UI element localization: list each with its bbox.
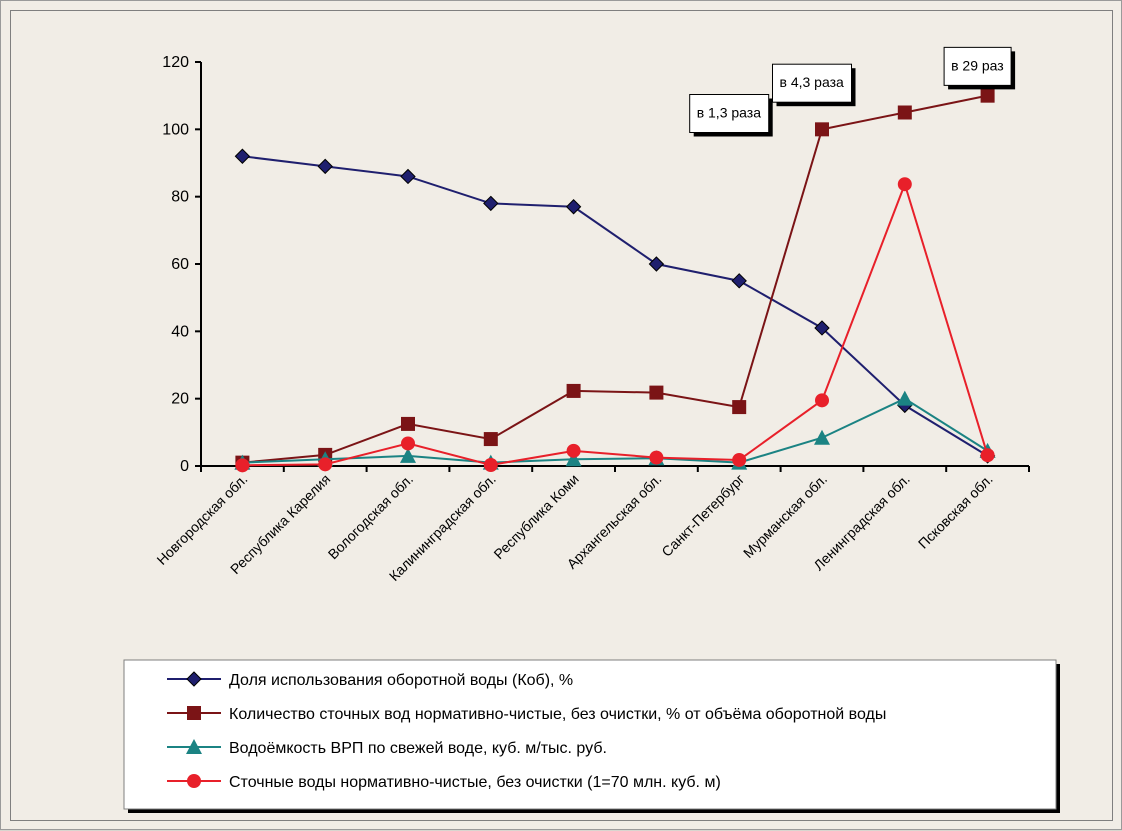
data-point (980, 88, 995, 103)
data-point (565, 199, 582, 215)
series-line (242, 94, 988, 464)
series-line (242, 397, 989, 464)
annotation-box: в 1,3 раза (689, 94, 773, 137)
data-point (234, 148, 251, 164)
legend-entry: Количество сточных вод нормативно-чистые… (167, 706, 886, 723)
legend-label: Сточные воды нормативно-чистые, без очис… (229, 774, 721, 791)
series-layer (234, 88, 996, 473)
data-point (896, 390, 913, 406)
x-tick-label: Вологодская обл. (325, 471, 416, 562)
legend-entry: Водоёмкость ВРП по свежей воде, куб. м/т… (167, 739, 607, 757)
legend-entry: Доля использования оборотной воды (Коб),… (167, 671, 573, 689)
y-tick-label: 20 (171, 391, 189, 408)
data-point (649, 450, 664, 465)
data-point (815, 122, 829, 137)
annotation-box: в 4,3 раза (772, 63, 856, 107)
data-point (897, 177, 912, 192)
data-point (401, 436, 415, 451)
series-share-recycled-water (234, 148, 996, 464)
legend-marker (187, 774, 201, 788)
annotation-box: в 29 раз (943, 46, 1016, 90)
data-point (400, 447, 416, 463)
data-point (980, 448, 995, 463)
data-point (732, 452, 747, 467)
legend-marker (186, 739, 202, 754)
annotation-text: в 1,3 раза (697, 105, 762, 121)
series-line (242, 181, 989, 467)
y-tick-label: 40 (171, 323, 189, 340)
data-point (235, 458, 250, 473)
data-point (815, 393, 829, 408)
data-point (732, 400, 747, 415)
x-tick-label: Архангельская обл. (564, 471, 665, 572)
legend: Доля использования оборотной воды (Коб),… (123, 659, 1060, 813)
series-clean-wastewater-volume (235, 177, 995, 473)
annotation-text: в 29 раз (951, 57, 1004, 73)
data-point (318, 457, 333, 472)
y-tick-label: 60 (171, 256, 189, 273)
legend-marker (186, 671, 202, 687)
data-point (566, 383, 581, 398)
axes: 0 20 40 60 80 100 120 Новгородская обл. Республи… (153, 54, 1030, 584)
data-point (401, 416, 415, 431)
annotation-text: в 4,3 раза (780, 74, 845, 90)
data-point (483, 195, 499, 212)
data-point (649, 385, 664, 400)
data-point (814, 429, 830, 445)
data-point (317, 158, 333, 175)
data-point (565, 451, 582, 467)
legend-label: Водоёмкость ВРП по свежей воде, куб. м/т… (229, 740, 607, 757)
legend-label: Количество сточных вод нормативно-чистые… (229, 706, 886, 723)
y-tick-label: 80 (171, 189, 189, 206)
data-point (731, 273, 747, 289)
legend-marker (187, 706, 201, 720)
legend-entry: Сточные воды нормативно-чистые, без очис… (167, 774, 721, 791)
data-point (897, 105, 912, 120)
x-tick-label: Псковская обл. (915, 471, 996, 552)
x-tick-label: Новгородская обл. (153, 471, 250, 568)
y-tick-label: 120 (162, 54, 189, 71)
data-point (648, 256, 665, 272)
series-line (242, 155, 989, 457)
x-tick-label: Республика Коми (490, 471, 581, 562)
legend-box (123, 659, 1057, 810)
data-point (814, 320, 830, 336)
series-clean-wastewater-percent (235, 88, 995, 470)
y-tick-label: 100 (162, 121, 189, 138)
legend-label: Доля использования оборотной воды (Коб),… (229, 672, 573, 689)
annotations: в 1,3 раза в 4,3 раза в 29 раз (689, 46, 1016, 137)
data-point (400, 168, 416, 185)
x-tick-label: Санкт-Петербург (658, 471, 747, 560)
y-tick-label: 0 (180, 458, 189, 475)
data-point (483, 432, 498, 447)
x-tick-label: Мурманская обл. (740, 471, 830, 561)
data-point (483, 457, 498, 472)
data-point (566, 443, 581, 458)
